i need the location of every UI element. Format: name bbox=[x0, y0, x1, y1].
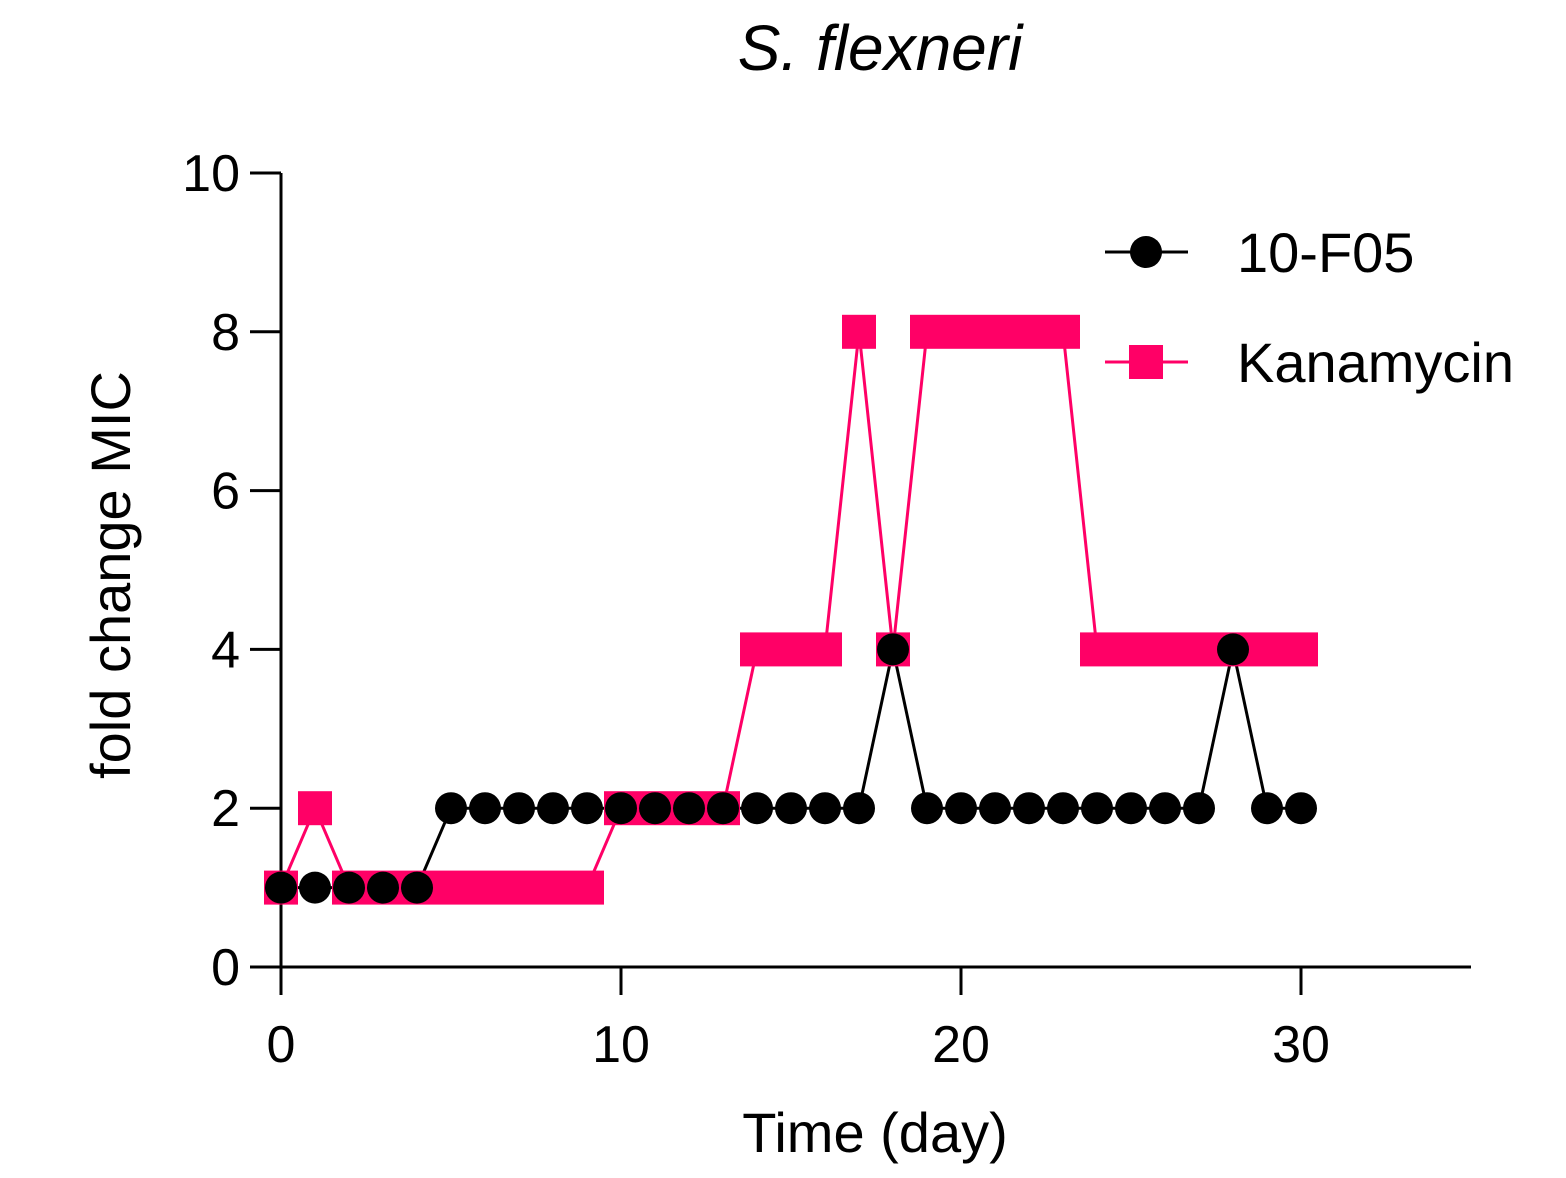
series-point-10-f05 bbox=[1013, 792, 1045, 825]
series-point-10-f05 bbox=[571, 792, 603, 825]
x-axis-label: Time (day) bbox=[742, 1101, 1008, 1164]
chart-title: S. flexneri bbox=[738, 12, 1024, 84]
series-point-10-f05 bbox=[673, 792, 705, 825]
series-point-kanamycin bbox=[978, 314, 1012, 349]
series-point-10-f05 bbox=[1183, 792, 1215, 825]
y-tick-label: 2 bbox=[211, 780, 240, 838]
y-tick-label: 0 bbox=[211, 939, 240, 997]
y-tick-label: 4 bbox=[211, 621, 240, 679]
y-tick-label: 6 bbox=[211, 463, 240, 521]
series-point-10-f05 bbox=[299, 871, 331, 904]
legend-label-0: 10-F05 bbox=[1237, 221, 1414, 284]
x-tick-label: 20 bbox=[932, 1016, 990, 1074]
series-point-kanamycin bbox=[1080, 632, 1114, 667]
series-point-kanamycin bbox=[774, 632, 808, 667]
series-point-kanamycin bbox=[740, 632, 774, 667]
series-point-kanamycin bbox=[1012, 314, 1046, 349]
series-point-10-f05 bbox=[1081, 792, 1113, 825]
series-point-kanamycin bbox=[1182, 632, 1216, 667]
series-point-10-f05 bbox=[877, 633, 909, 666]
legend-label-1: Kanamycin bbox=[1237, 331, 1514, 394]
series-point-kanamycin bbox=[842, 314, 876, 349]
series-point-10-f05 bbox=[775, 792, 807, 825]
series-point-10-f05 bbox=[707, 792, 739, 825]
series-point-10-f05 bbox=[503, 792, 535, 825]
series-point-10-f05 bbox=[1217, 633, 1249, 666]
series-point-10-f05 bbox=[639, 792, 671, 825]
series-point-kanamycin bbox=[910, 314, 944, 349]
series-point-10-f05 bbox=[1251, 792, 1283, 825]
series-point-10-f05 bbox=[945, 792, 977, 825]
series-point-10-f05 bbox=[367, 871, 399, 904]
legend-marker-kanamycin bbox=[1129, 345, 1163, 379]
series-point-10-f05 bbox=[1285, 792, 1317, 825]
series-point-kanamycin bbox=[1284, 632, 1318, 667]
series-point-10-f05 bbox=[265, 871, 297, 904]
series-point-10-f05 bbox=[333, 871, 365, 904]
series-point-10-f05 bbox=[1115, 792, 1147, 825]
legend-marker-10-f05 bbox=[1130, 236, 1162, 268]
series-point-10-f05 bbox=[605, 792, 637, 825]
series-point-10-f05 bbox=[911, 792, 943, 825]
x-tick-label: 10 bbox=[592, 1016, 650, 1074]
series-point-10-f05 bbox=[843, 792, 875, 825]
series-point-kanamycin bbox=[536, 870, 570, 905]
series-line-0 bbox=[281, 649, 1301, 890]
series-point-kanamycin bbox=[1046, 314, 1080, 349]
y-tick-label: 8 bbox=[211, 304, 240, 362]
series-point-kanamycin bbox=[570, 870, 604, 905]
series-point-10-f05 bbox=[979, 792, 1011, 825]
series-point-kanamycin bbox=[808, 632, 842, 667]
series-point-10-f05 bbox=[537, 792, 569, 825]
y-axis-label: fold change MIC bbox=[79, 371, 142, 779]
series-point-kanamycin bbox=[1148, 632, 1182, 667]
series-markers bbox=[264, 314, 1318, 905]
series-point-kanamycin bbox=[298, 791, 332, 826]
series-point-10-f05 bbox=[401, 871, 433, 904]
series-point-kanamycin bbox=[502, 870, 536, 905]
series-point-kanamycin bbox=[468, 870, 502, 905]
series-point-10-f05 bbox=[809, 792, 841, 825]
series-point-kanamycin bbox=[944, 314, 978, 349]
series-point-10-f05 bbox=[1149, 792, 1181, 825]
x-tick-label: 0 bbox=[267, 1016, 296, 1074]
series-point-10-f05 bbox=[741, 792, 773, 825]
series-point-kanamycin bbox=[434, 870, 468, 905]
legend: 10-F05 Kanamycin bbox=[1105, 221, 1514, 394]
y-tick-label: 10 bbox=[182, 145, 240, 203]
series-point-kanamycin bbox=[1250, 632, 1284, 667]
series-point-kanamycin bbox=[1114, 632, 1148, 667]
series-point-10-f05 bbox=[469, 792, 501, 825]
series-point-10-f05 bbox=[1047, 792, 1079, 825]
series-point-10-f05 bbox=[435, 792, 467, 825]
ticks: 0 2 4 6 8 10 0 10 20 30 bbox=[182, 145, 1330, 1074]
x-tick-label: 30 bbox=[1272, 1016, 1330, 1074]
